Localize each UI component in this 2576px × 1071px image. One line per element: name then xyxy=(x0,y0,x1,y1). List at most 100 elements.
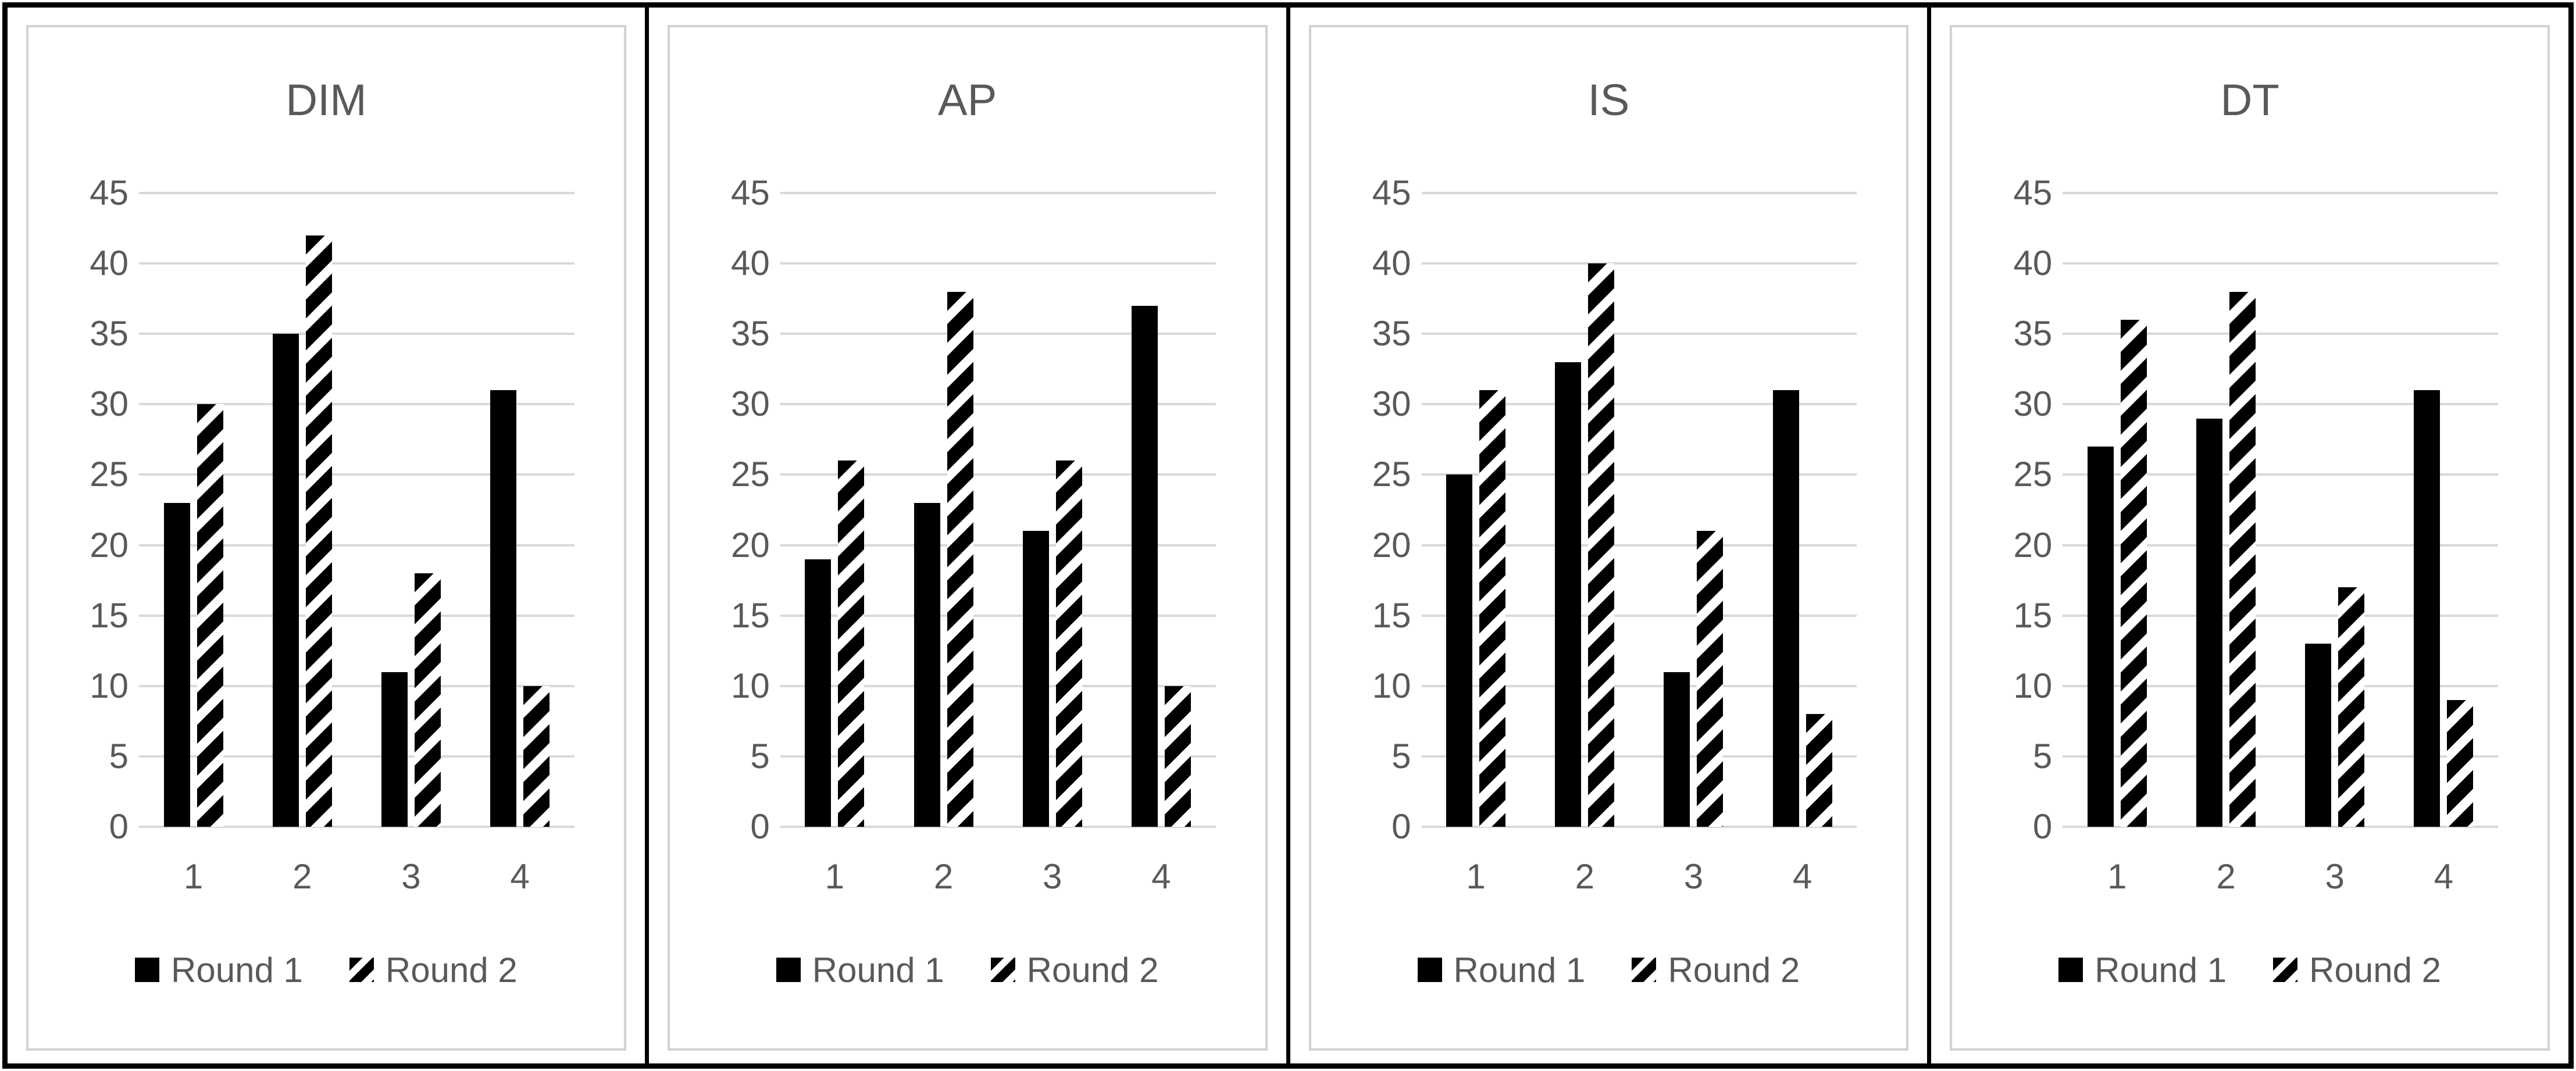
gridline-area xyxy=(139,192,575,828)
y-axis-tick-label: 30 xyxy=(1372,384,1411,424)
x-axis-tick-label: 4 xyxy=(510,856,530,896)
legend-swatch-round-1 xyxy=(135,958,160,982)
y-axis-tick-label: 40 xyxy=(1372,244,1411,283)
bar-round2-cat4 xyxy=(523,686,550,827)
y-axis-tick-label: 20 xyxy=(90,525,129,565)
y-axis-tick-label: 45 xyxy=(731,173,770,212)
legend-swatch-round-1 xyxy=(1417,958,1442,982)
legend-item-round-1: Round 1 xyxy=(135,950,303,990)
y-axis-tick-label: 5 xyxy=(1392,736,1411,776)
y-axis: 45 40 35 30 25 20 15 10 5 0 xyxy=(670,176,780,844)
gridline-10 xyxy=(780,684,1216,687)
y-axis-tick-label: 40 xyxy=(731,244,770,283)
y-axis-tick-label: 10 xyxy=(2013,666,2053,705)
legend: Round 1 Round 2 xyxy=(1952,950,2548,990)
gridline-40 xyxy=(780,262,1216,265)
chart-panel-ap: AP 45 40 35 30 25 20 15 10 5 0 1 2 3 4 Round 1 Round 2 xyxy=(644,8,1286,1063)
gridline-45 xyxy=(780,192,1216,194)
y-axis-tick-label: 30 xyxy=(90,384,129,424)
y-axis-tick-label: 15 xyxy=(90,595,129,635)
x-axis: 1 2 3 4 xyxy=(780,856,1216,897)
bar-round2-cat4 xyxy=(2447,700,2474,827)
y-axis-tick-label: 15 xyxy=(2013,595,2053,635)
legend-item-round-1: Round 1 xyxy=(776,950,944,990)
x-axis-tick-label: 2 xyxy=(1575,856,1594,896)
y-axis-tick-label: 25 xyxy=(2013,455,2053,494)
bar-round1-cat1 xyxy=(2087,447,2114,827)
gridline-15 xyxy=(2063,614,2498,617)
x-axis-tick-label: 4 xyxy=(1151,856,1171,896)
chart-title: DIM xyxy=(286,75,367,125)
gridline-40 xyxy=(1421,262,1857,265)
legend-item-round-1: Round 1 xyxy=(2058,950,2227,990)
chart-area-dim: DIM 45 40 35 30 25 20 15 10 5 0 1 2 3 4 Round 1 Round 2 xyxy=(26,25,626,1051)
gridline-25 xyxy=(2063,473,2498,476)
y-axis-tick-label: 40 xyxy=(90,244,129,283)
bar-round1-cat3 xyxy=(1664,672,1690,827)
category-group-3 xyxy=(1639,193,1748,827)
gridline-15 xyxy=(780,614,1216,617)
y-axis-tick-label: 35 xyxy=(2013,314,2053,354)
bar-round1-cat4 xyxy=(2414,390,2441,827)
gridline-0 xyxy=(2063,826,2498,828)
gridline-40 xyxy=(2063,262,2498,265)
y-axis: 45 40 35 30 25 20 15 10 5 0 xyxy=(1952,176,2063,844)
y-axis-tick-label: 30 xyxy=(731,384,770,424)
y-axis-tick-label: 10 xyxy=(1372,666,1411,705)
bar-round2-cat2 xyxy=(305,235,332,827)
x-axis: 1 2 3 4 xyxy=(139,856,575,897)
bar-round2-cat2 xyxy=(1588,263,1615,827)
category-group-2 xyxy=(889,193,998,827)
y-axis: 45 40 35 30 25 20 15 10 5 0 xyxy=(1311,176,1422,844)
gridline-30 xyxy=(139,403,575,406)
bar-round2-cat3 xyxy=(414,573,441,827)
bar-round1-cat4 xyxy=(490,390,517,827)
gridline-20 xyxy=(1421,544,1857,547)
category-group-4 xyxy=(466,193,575,827)
y-axis-tick-label: 35 xyxy=(90,314,129,354)
bar-round2-cat3 xyxy=(1697,531,1724,827)
gridline-25 xyxy=(1421,473,1857,476)
category-group-2 xyxy=(2171,193,2280,827)
bar-round1-cat1 xyxy=(163,502,190,827)
bar-round1-cat4 xyxy=(1772,390,1799,827)
y-axis: 45 40 35 30 25 20 15 10 5 0 xyxy=(28,176,139,844)
bar-round1-cat2 xyxy=(2196,418,2223,827)
legend-swatch-round-2 xyxy=(990,958,1015,982)
legend-item-round-2: Round 2 xyxy=(349,950,518,990)
gridline-0 xyxy=(780,826,1216,828)
legend: Round 1 Round 2 xyxy=(1311,950,1907,990)
x-axis-tick-label: 1 xyxy=(1466,856,1486,896)
gridline-15 xyxy=(139,614,575,617)
legend-swatch-round-2 xyxy=(2273,958,2298,982)
gridline-10 xyxy=(1421,684,1857,687)
bar-round1-cat3 xyxy=(1022,531,1049,827)
legend-swatch-round-1 xyxy=(2058,958,2083,982)
y-axis-tick-label: 25 xyxy=(90,455,129,494)
x-axis-tick-label: 2 xyxy=(2216,856,2236,896)
bar-round1-cat1 xyxy=(1446,474,1473,827)
category-group-2 xyxy=(1530,193,1639,827)
legend-swatch-round-2 xyxy=(1632,958,1657,982)
gridline-25 xyxy=(139,473,575,476)
x-axis-tick-label: 3 xyxy=(1683,856,1704,896)
y-axis-tick-label: 45 xyxy=(90,173,129,212)
legend-label: Round 2 xyxy=(2309,950,2441,990)
bar-round1-cat2 xyxy=(914,502,940,827)
bar-round2-cat1 xyxy=(838,460,865,827)
x-axis-tick-label: 4 xyxy=(1792,856,1813,896)
x-axis-tick-label: 2 xyxy=(933,856,954,896)
x-axis-tick-label: 1 xyxy=(2107,856,2127,896)
bar-round2-cat3 xyxy=(2338,587,2365,827)
category-group-3 xyxy=(356,193,465,827)
legend-item-round-2: Round 2 xyxy=(1632,950,1800,990)
category-group-4 xyxy=(2389,193,2498,827)
legend-item-round-1: Round 1 xyxy=(1417,950,1585,990)
bar-round2-cat3 xyxy=(1055,460,1082,827)
x-axis-tick-label: 3 xyxy=(1043,856,1062,896)
gridline-45 xyxy=(1421,192,1857,194)
plot-area: 45 40 35 30 25 20 15 10 5 0 xyxy=(670,176,1265,844)
gridline-area xyxy=(2063,192,2498,828)
y-axis-tick-label: 0 xyxy=(750,807,770,846)
